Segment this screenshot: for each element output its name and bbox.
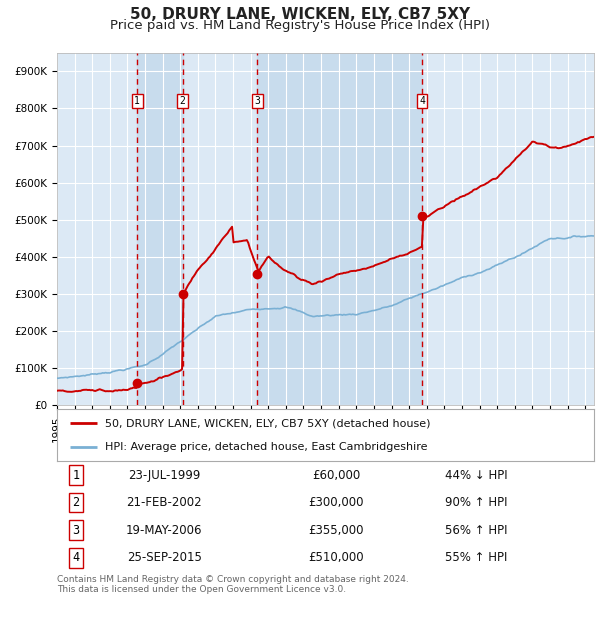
Text: 25-SEP-2015: 25-SEP-2015 [127,551,202,564]
Bar [137,53,182,405]
Text: 19-MAY-2006: 19-MAY-2006 [126,524,203,537]
Text: 3: 3 [72,524,79,537]
Text: 2: 2 [179,96,185,106]
Text: 50, DRURY LANE, WICKEN, ELY, CB7 5XY (detached house): 50, DRURY LANE, WICKEN, ELY, CB7 5XY (de… [106,418,431,428]
Text: HPI: Average price, detached house, East Cambridgeshire: HPI: Average price, detached house, East… [106,441,428,451]
Text: £300,000: £300,000 [308,496,364,509]
Text: 90% ↑ HPI: 90% ↑ HPI [445,496,507,509]
Text: 4: 4 [72,551,79,564]
Text: 23-JUL-1999: 23-JUL-1999 [128,469,200,482]
Text: 50, DRURY LANE, WICKEN, ELY, CB7 5XY: 50, DRURY LANE, WICKEN, ELY, CB7 5XY [130,7,470,22]
Text: 55% ↑ HPI: 55% ↑ HPI [445,551,507,564]
Text: 44% ↓ HPI: 44% ↓ HPI [445,469,507,482]
Text: 1: 1 [72,469,79,482]
Text: 3: 3 [254,96,260,106]
Text: £355,000: £355,000 [308,524,364,537]
Text: 4: 4 [419,96,425,106]
Text: 1: 1 [134,96,140,106]
Bar [257,53,422,405]
Text: Contains HM Land Registry data © Crown copyright and database right 2024.
This d: Contains HM Land Registry data © Crown c… [57,575,409,594]
Text: 21-FEB-2002: 21-FEB-2002 [127,496,202,509]
Text: £510,000: £510,000 [308,551,364,564]
Text: 56% ↑ HPI: 56% ↑ HPI [445,524,507,537]
Text: Price paid vs. HM Land Registry's House Price Index (HPI): Price paid vs. HM Land Registry's House … [110,19,490,32]
Text: 2: 2 [72,496,79,509]
Text: £60,000: £60,000 [312,469,361,482]
